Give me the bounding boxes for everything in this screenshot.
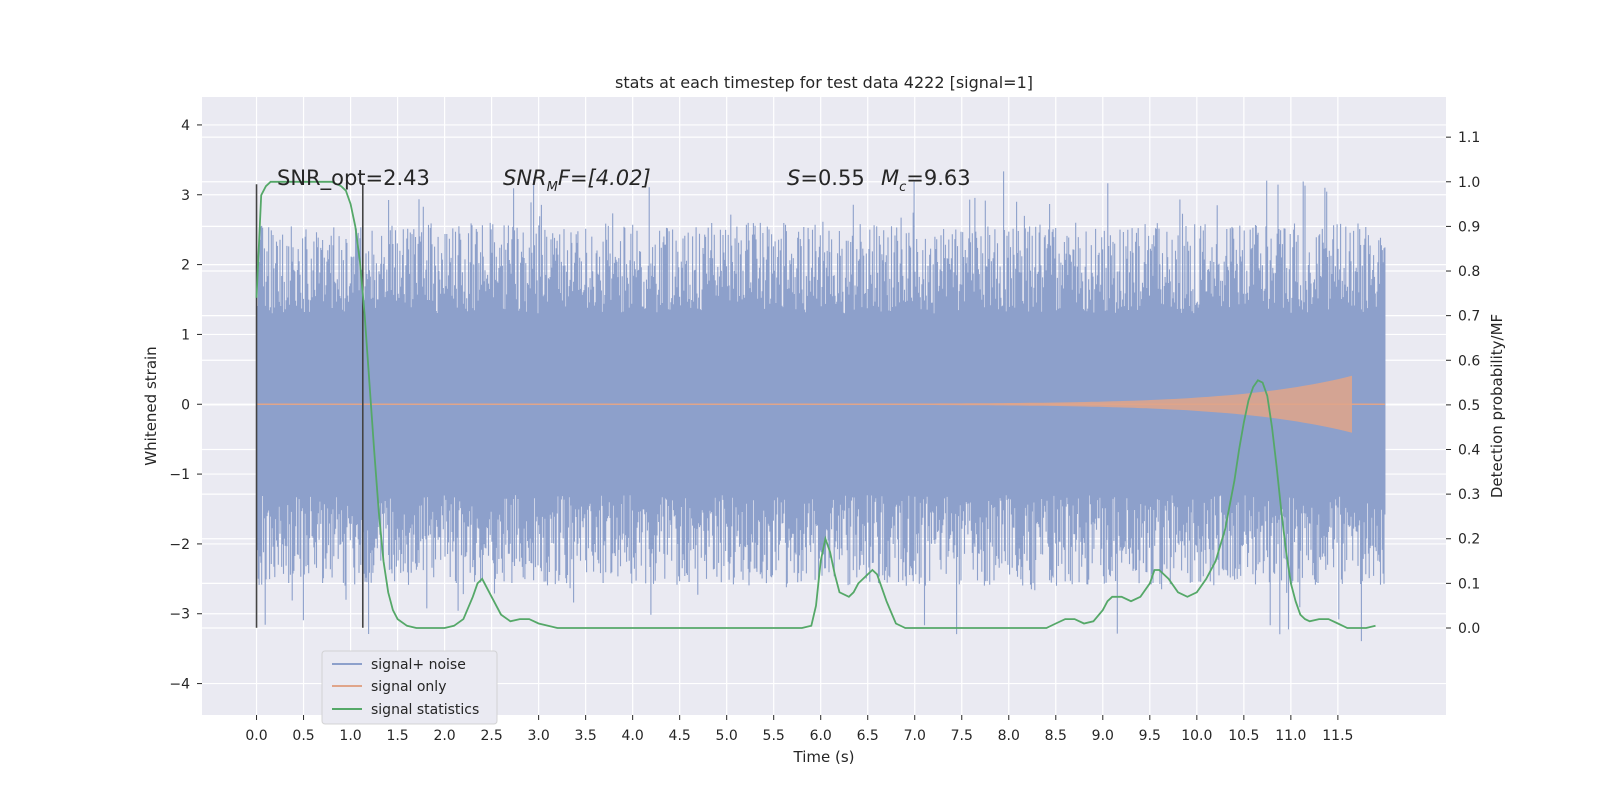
legend-label-stats: signal statistics xyxy=(371,702,479,718)
x-tick-label: 7.5 xyxy=(951,728,973,744)
x-tick-label: 4.0 xyxy=(622,728,644,744)
x-tick-label: 2.5 xyxy=(480,728,502,744)
legend: signal+ noise signal only signal statist… xyxy=(321,650,498,725)
snr-mf-symbol: SNR xyxy=(503,166,547,190)
y-left-tick-label: 4 xyxy=(181,118,190,134)
y-left-tick-label: 2 xyxy=(181,258,190,274)
y-right-tick-label: 0.4 xyxy=(1458,443,1480,459)
x-tick-label: 10.5 xyxy=(1228,728,1259,744)
chart-title: stats at each timestep for test data 422… xyxy=(615,73,1033,92)
y-right-tick-label: 0.3 xyxy=(1458,487,1480,503)
y-left-tick-label: −2 xyxy=(169,537,190,553)
y-right-tick-label: 0.2 xyxy=(1458,532,1480,548)
y-right-tick-label: 1.1 xyxy=(1458,130,1480,146)
y-right-tick-label: 0.8 xyxy=(1458,264,1480,280)
x-tick-label: 2.0 xyxy=(433,728,455,744)
x-tick-label: 6.5 xyxy=(857,728,879,744)
x-tick-label: 9.5 xyxy=(1139,728,1161,744)
annotation-snr-opt: SNR_opt=2.43 xyxy=(277,166,430,191)
x-axis-ticks: 0.0 0.5 1.0 1.5 2.0 2.5 3.0 3.5 4.0 4.5 5.0 5.5 6.0 6… xyxy=(245,715,1353,744)
annotation-snr-mf: SNRMF=[4.02] xyxy=(503,166,651,195)
y-left-tick-label: −3 xyxy=(169,607,190,623)
y-left-tick-label: −1 xyxy=(169,467,190,483)
s-symbol: S xyxy=(787,166,800,190)
x-axis-label: Time (s) xyxy=(793,748,855,766)
x-tick-label: 3.5 xyxy=(575,728,597,744)
legend-label-noise: signal+ noise xyxy=(371,657,466,673)
y-left-axis-label: Whitened strain xyxy=(142,346,160,465)
y-left-tick-label: −4 xyxy=(169,677,190,693)
x-tick-label: 11.0 xyxy=(1275,728,1306,744)
annotation-mc: Mc=9.63 xyxy=(881,166,971,195)
y-right-axis-label: Detection probability/MF xyxy=(1488,314,1506,498)
vertical-markers xyxy=(255,184,364,628)
signal-statistics-series xyxy=(255,180,1376,629)
y-right-tick-label: 0.7 xyxy=(1458,309,1480,325)
x-tick-label: 0.5 xyxy=(292,728,314,744)
plot-area xyxy=(255,171,1386,642)
x-tick-label: 10.0 xyxy=(1181,728,1212,744)
y-left-tick-label: 1 xyxy=(181,327,190,343)
y-right-tick-label: 0.5 xyxy=(1458,398,1480,414)
x-tick-label: 9.0 xyxy=(1092,728,1114,744)
x-tick-label: 8.5 xyxy=(1045,728,1067,744)
x-tick-label: 8.0 xyxy=(998,728,1020,744)
snr-mf-rest: F=[4.02] xyxy=(558,166,651,190)
signal-statistics-line xyxy=(255,180,1376,629)
x-tick-label: 1.0 xyxy=(339,728,361,744)
y-left-tick-label: 0 xyxy=(181,397,190,413)
y-right-tick-label: 0.1 xyxy=(1458,576,1480,592)
mc-subscript: c xyxy=(899,180,906,195)
x-tick-label: 0.0 xyxy=(245,728,267,744)
legend-box xyxy=(321,650,498,725)
y-left-tick-label: 3 xyxy=(181,188,190,204)
y-right-tick-label: 0.0 xyxy=(1458,621,1480,637)
s-value: =0.55 xyxy=(800,166,864,190)
y-left-axis-ticks: −4 −3 −2 −1 0 1 2 3 4 xyxy=(169,118,202,693)
mc-value: =9.63 xyxy=(906,166,970,190)
x-tick-label: 7.0 xyxy=(904,728,926,744)
x-tick-label: 5.5 xyxy=(763,728,785,744)
y-right-tick-label: 1.0 xyxy=(1458,175,1480,191)
legend-label-signal: signal only xyxy=(371,679,446,695)
annotation-s: S=0.55 xyxy=(787,166,865,190)
mc-symbol: M xyxy=(881,166,899,190)
y-right-tick-label: 0.9 xyxy=(1458,219,1480,235)
snr-mf-subscript: M xyxy=(547,180,558,195)
x-tick-label: 5.0 xyxy=(716,728,738,744)
y-right-axis-ticks: 0.0 0.1 0.2 0.3 0.4 0.5 0.6 0.7 0.8 0.9 1.0 1.1 xyxy=(1446,130,1480,637)
x-tick-label: 6.0 xyxy=(810,728,832,744)
x-tick-label: 1.5 xyxy=(386,728,408,744)
x-tick-label: 4.5 xyxy=(669,728,691,744)
signal-only-series xyxy=(256,375,1385,433)
x-tick-label: 3.0 xyxy=(527,728,549,744)
x-tick-label: 11.5 xyxy=(1322,728,1353,744)
y-right-tick-label: 0.6 xyxy=(1458,353,1480,369)
